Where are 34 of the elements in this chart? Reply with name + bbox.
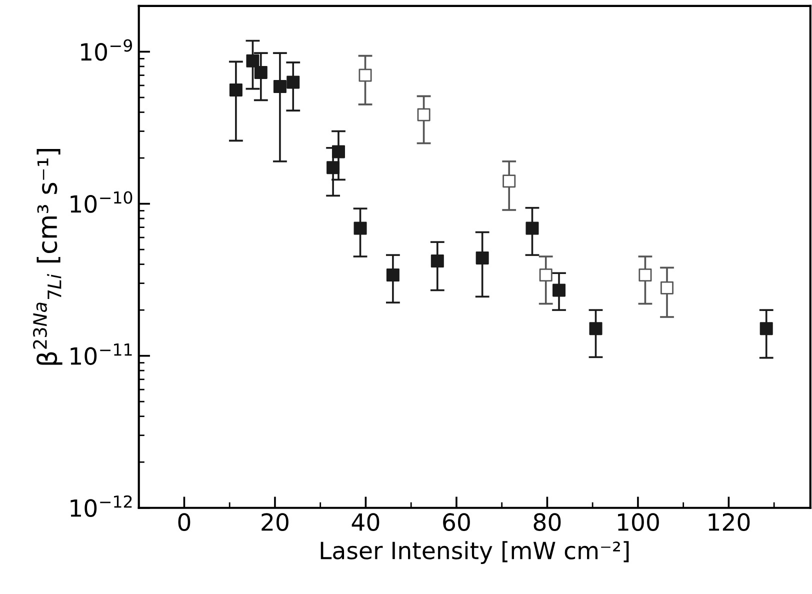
x-tick-label: 100 xyxy=(618,513,659,532)
point xyxy=(286,76,300,89)
point xyxy=(417,108,430,122)
point xyxy=(589,322,602,336)
point xyxy=(273,80,286,94)
point xyxy=(430,254,444,268)
y-tick-label: 10$^{−10}$ xyxy=(70,191,132,213)
y-tick-label: 10$^{−9}$ xyxy=(81,39,132,61)
point xyxy=(326,161,340,174)
point xyxy=(476,251,489,264)
point xyxy=(552,284,566,297)
point xyxy=(354,222,367,235)
point xyxy=(358,68,372,82)
x-axis-title: Laser Intensity [mW cm⁻²] xyxy=(320,541,629,564)
point xyxy=(539,268,552,282)
point xyxy=(760,322,773,336)
y-tick-label: 10$^{−12}$ xyxy=(70,495,132,517)
point xyxy=(229,83,242,97)
x-tick-label: 120 xyxy=(708,513,750,532)
x-tick-label: 80 xyxy=(534,513,561,532)
x-tick-label: 40 xyxy=(352,513,380,532)
point xyxy=(526,222,539,235)
y-axis-title: β$^{23Na}$$_{7Li}$ [cm³ s⁻¹] xyxy=(33,149,62,365)
point xyxy=(638,268,652,282)
y-tick-label: 10$^{−11}$ xyxy=(70,344,132,365)
point xyxy=(660,281,674,294)
point xyxy=(502,174,516,188)
x-tick-label: 20 xyxy=(262,513,288,532)
point xyxy=(332,145,345,158)
point xyxy=(246,54,260,68)
point xyxy=(386,268,400,282)
point xyxy=(254,66,268,79)
x-tick-label: 0 xyxy=(178,513,190,532)
x-tick-label: 60 xyxy=(443,513,470,532)
